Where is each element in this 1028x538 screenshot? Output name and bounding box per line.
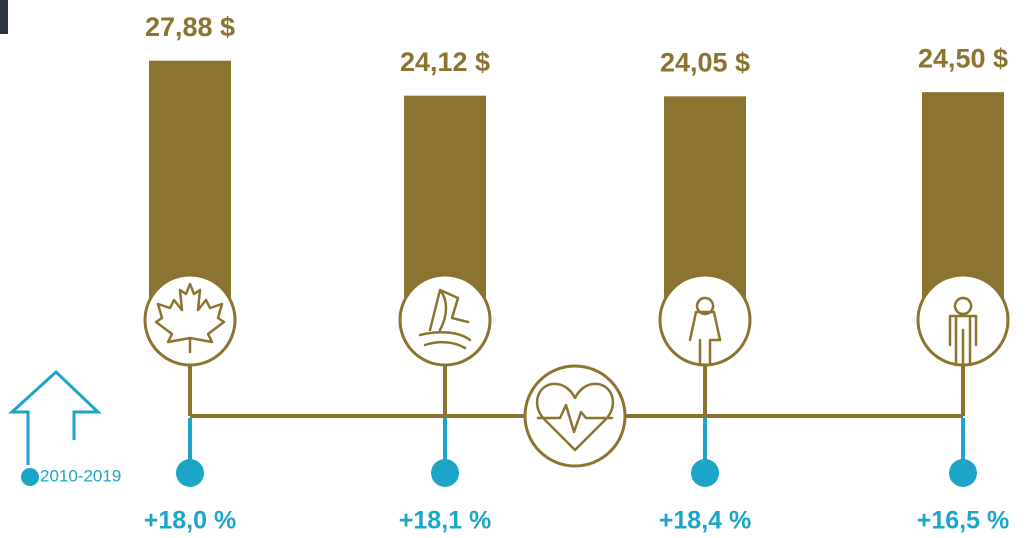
value-label: 24,50 $ (918, 43, 1008, 73)
change-dot (691, 459, 719, 487)
value-label: 27,88 $ (145, 12, 235, 42)
heart-icon (523, 364, 627, 468)
period-label: 2010-2019 (40, 466, 121, 485)
change-label: +18,4 % (659, 507, 751, 535)
house-icon (8, 369, 102, 465)
category-icon (154, 282, 226, 354)
legend-dot (21, 468, 39, 486)
category-icon (418, 288, 472, 350)
category-icon (948, 296, 978, 367)
change-dot (949, 459, 977, 487)
change-dot (176, 459, 204, 487)
change-label: +16,5 % (917, 507, 1009, 535)
change-dot (431, 459, 459, 487)
value-label: 24,12 $ (400, 47, 490, 77)
icons (143, 273, 1010, 487)
value-label: 24,05 $ (660, 47, 750, 77)
change-label: +18,1 % (399, 507, 491, 535)
category-icon-circle (658, 273, 752, 367)
category-icon (688, 296, 722, 367)
edge-fragment (0, 0, 8, 34)
bars (149, 60, 1004, 321)
change-label: +18,0 % (144, 507, 236, 535)
